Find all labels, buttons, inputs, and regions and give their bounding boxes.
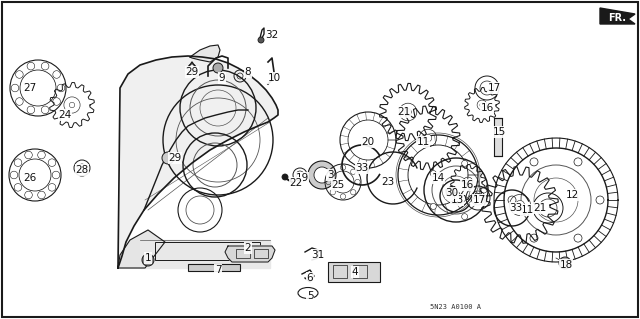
Text: 33: 33 — [509, 203, 523, 213]
Circle shape — [404, 109, 412, 115]
Text: 10: 10 — [268, 73, 280, 83]
Circle shape — [596, 196, 604, 204]
Text: 21: 21 — [533, 203, 547, 213]
Circle shape — [559, 257, 571, 269]
Circle shape — [574, 234, 582, 242]
Polygon shape — [600, 8, 635, 24]
Text: 26: 26 — [24, 173, 36, 183]
Circle shape — [213, 63, 223, 73]
Circle shape — [515, 201, 525, 210]
Polygon shape — [118, 56, 278, 268]
Text: 25: 25 — [332, 180, 344, 190]
Circle shape — [481, 187, 487, 193]
Circle shape — [508, 196, 516, 204]
Circle shape — [461, 160, 468, 167]
Circle shape — [69, 102, 75, 108]
Text: 11: 11 — [520, 205, 534, 215]
Circle shape — [530, 234, 538, 242]
Text: 4: 4 — [352, 267, 358, 277]
Text: 5: 5 — [307, 291, 314, 301]
Bar — [188, 264, 240, 271]
Circle shape — [430, 171, 436, 176]
Text: 1: 1 — [145, 253, 151, 263]
Polygon shape — [140, 240, 270, 268]
Text: 17: 17 — [488, 83, 500, 93]
Circle shape — [461, 214, 468, 219]
Circle shape — [142, 254, 154, 266]
Text: FR.: FR. — [608, 13, 626, 23]
Circle shape — [574, 158, 582, 166]
Text: 33: 33 — [355, 163, 369, 173]
Bar — [333, 265, 347, 278]
Circle shape — [282, 174, 288, 180]
Text: 18: 18 — [559, 260, 573, 270]
Bar — [236, 249, 250, 258]
Text: 7: 7 — [214, 265, 221, 275]
Bar — [353, 265, 367, 278]
Circle shape — [424, 134, 432, 142]
Text: 21: 21 — [397, 107, 411, 117]
Bar — [254, 249, 268, 258]
Text: 20: 20 — [362, 137, 374, 147]
Text: 2: 2 — [244, 243, 252, 253]
Text: 31: 31 — [312, 250, 324, 260]
Polygon shape — [118, 230, 165, 268]
Circle shape — [162, 152, 174, 164]
Text: 16: 16 — [481, 103, 493, 113]
Text: 11: 11 — [417, 137, 429, 147]
Text: 29: 29 — [168, 153, 182, 163]
Circle shape — [258, 37, 264, 43]
Bar — [328, 262, 380, 282]
Text: 12: 12 — [565, 190, 579, 200]
Text: 28: 28 — [76, 165, 88, 175]
Text: 23: 23 — [381, 177, 395, 187]
Bar — [155, 242, 260, 260]
Text: 16: 16 — [460, 180, 474, 190]
Circle shape — [314, 167, 330, 183]
Circle shape — [446, 188, 454, 196]
Text: 27: 27 — [24, 83, 36, 93]
Circle shape — [466, 180, 470, 184]
Text: 14: 14 — [431, 173, 445, 183]
Text: 9: 9 — [219, 73, 225, 83]
Text: 24: 24 — [58, 110, 72, 120]
Polygon shape — [225, 246, 275, 262]
Text: 19: 19 — [296, 173, 308, 183]
Text: 3: 3 — [326, 170, 333, 180]
Text: 29: 29 — [186, 67, 198, 77]
Text: 5N23 A0100 A: 5N23 A0100 A — [430, 304, 481, 310]
Text: 22: 22 — [289, 178, 303, 188]
Text: 17: 17 — [472, 195, 486, 205]
Text: 32: 32 — [266, 30, 278, 40]
Polygon shape — [190, 45, 220, 62]
Text: 15: 15 — [492, 127, 506, 137]
Text: 8: 8 — [244, 67, 252, 77]
Circle shape — [430, 204, 436, 210]
Circle shape — [480, 103, 484, 107]
Text: 6: 6 — [307, 273, 314, 283]
Text: 13: 13 — [451, 195, 463, 205]
Circle shape — [530, 158, 538, 166]
Bar — [494, 118, 502, 156]
Text: 30: 30 — [445, 188, 459, 198]
Circle shape — [308, 161, 336, 189]
